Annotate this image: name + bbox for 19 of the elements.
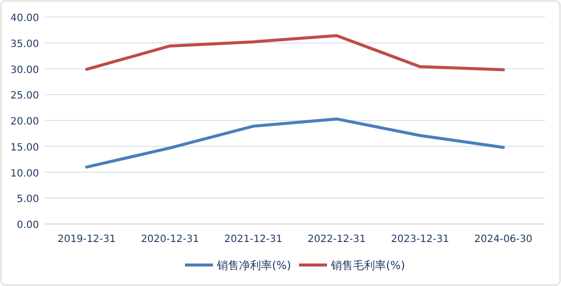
y-tick-label: 30.00 <box>10 64 39 76</box>
x-tick-label: 2020-12-31 <box>140 234 200 245</box>
y-tick-label: 15.00 <box>10 142 39 154</box>
y-tick-label: 40.00 <box>10 13 39 24</box>
y-tick-label: 0.00 <box>16 220 39 231</box>
legend-label: 销售净利率(%) <box>216 259 291 272</box>
x-tick-label: 2024-06-30 <box>474 234 532 245</box>
y-tick-label: 5.00 <box>16 194 39 206</box>
y-tick-label: 10.00 <box>10 168 39 180</box>
legend-label: 销售毛利率(%) <box>330 259 406 272</box>
x-tick-label: 2019-12-31 <box>58 234 116 245</box>
x-tick-label: 2023-12-31 <box>390 234 450 245</box>
y-tick-label: 20.00 <box>10 116 39 128</box>
y-tick-label: 25.00 <box>10 90 39 102</box>
x-tick-label: 2021-12-31 <box>224 234 282 245</box>
line-series <box>85 117 505 169</box>
y-tick-label: 35.00 <box>10 38 39 50</box>
line-series <box>85 34 505 72</box>
x-tick-label: 2022-12-31 <box>308 234 366 245</box>
